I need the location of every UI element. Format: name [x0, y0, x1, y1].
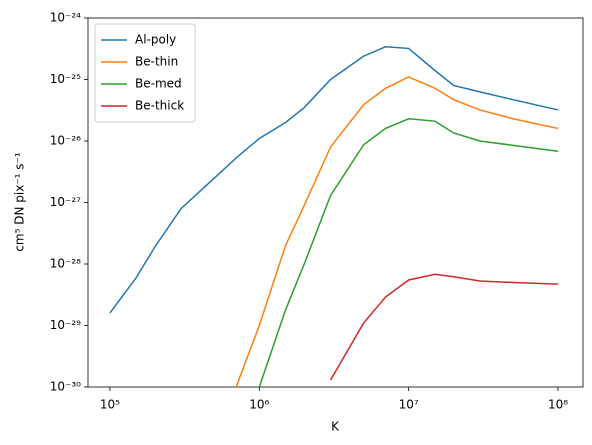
y-tick-label: 10⁻³⁰ [50, 380, 81, 394]
x-tick-label: 10⁸ [548, 398, 568, 412]
x-tick-label: 10⁷ [399, 398, 419, 412]
y-tick-label: 10⁻²⁶ [50, 134, 81, 148]
y-tick-label: 10⁻²⁵ [50, 72, 81, 86]
y-axis-label: cm⁵ DN pix⁻¹ s⁻¹ [13, 152, 27, 252]
legend-label: Be-med [135, 77, 182, 91]
legend-label: Be-thick [135, 99, 184, 113]
series-line [109, 46, 559, 314]
y-tick-label: 10⁻²⁴ [50, 11, 81, 25]
x-tick-label: 10⁶ [249, 398, 269, 412]
x-axis-label: K [331, 420, 340, 434]
x-tick-label: 10⁵ [100, 398, 120, 412]
legend-box [94, 23, 196, 123]
series-line [235, 76, 559, 387]
y-tick-label: 10⁻²⁸ [50, 257, 81, 271]
y-tick-label: 10⁻²⁹ [50, 318, 81, 332]
legend-label: Al-poly [135, 33, 176, 47]
y-tick-label: 10⁻²⁷ [50, 195, 81, 209]
series-line [258, 117, 559, 387]
legend-label: Be-thin [135, 55, 178, 69]
plot-area [109, 46, 559, 387]
series-line [329, 273, 559, 381]
